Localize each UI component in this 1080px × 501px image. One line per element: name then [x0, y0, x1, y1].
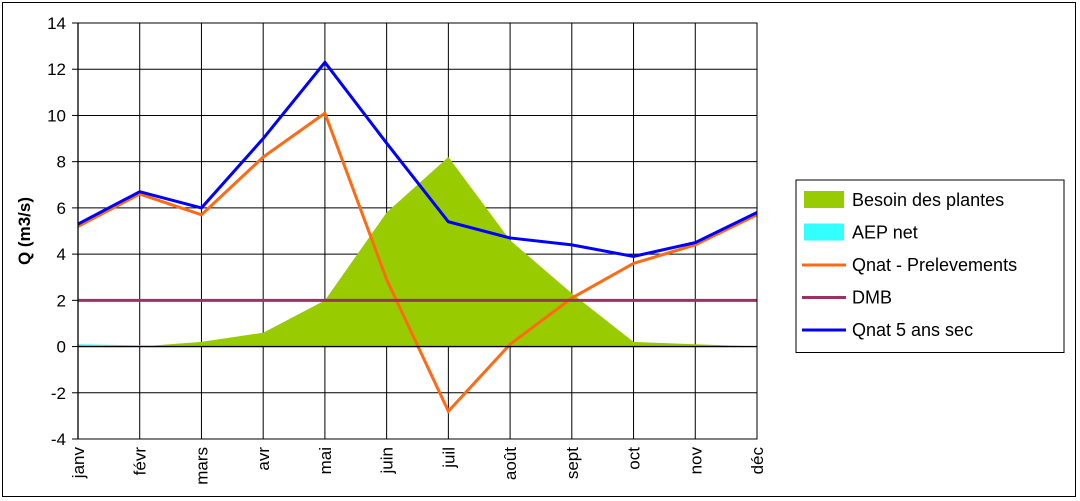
- y-tick-label: -2: [51, 384, 66, 403]
- y-tick-label: 12: [47, 60, 66, 79]
- area-besoin-des-plantes: [78, 157, 757, 347]
- x-tick-label: avr: [254, 447, 273, 471]
- y-tick-label: 0: [57, 338, 66, 357]
- x-tick-label: juil: [439, 447, 458, 469]
- x-tick-label: juin: [378, 447, 397, 474]
- legend-label-qnat-prelevements: Qnat - Prelevements: [852, 255, 1017, 275]
- y-tick-label: 10: [47, 106, 66, 125]
- y-tick-labels: -4 -2 0 2 4 6 8 10 12 14: [47, 14, 66, 449]
- legend-label-qnat-5-ans-sec: Qnat 5 ans sec: [852, 320, 973, 340]
- x-tick-label: févr: [131, 447, 150, 476]
- line-series: [77, 59, 758, 414]
- legend-swatch-besoin-des-plantes: [804, 191, 844, 208]
- x-tick-label: sept: [563, 447, 582, 479]
- x-tick-label: mars: [192, 447, 211, 485]
- x-tick-label: janv: [69, 447, 88, 480]
- legend-label-dmb: DMB: [852, 288, 892, 308]
- y-tick-label: 8: [57, 153, 66, 172]
- axes: [72, 22, 758, 440]
- x-tick-label: déc: [748, 447, 767, 475]
- x-tick-labels: janv févr mars avr mai juin juil août sept oct nov…: [69, 447, 767, 485]
- plot-border: [77, 22, 758, 440]
- y-tick-label: 2: [57, 291, 66, 310]
- legend: Besoin des plantes AEP net Qnat - Prelevem…: [795, 179, 1065, 353]
- x-tick-label: oct: [625, 447, 644, 470]
- y-tick-label: 6: [57, 199, 66, 218]
- legend-label-besoin-des-plantes: Besoin des plantes: [852, 190, 1004, 210]
- x-tick-label: mai: [316, 447, 335, 474]
- line-qnat-5-ans-sec: [77, 59, 758, 258]
- y-tick-label: 4: [57, 245, 66, 264]
- legend-swatch-aep-net: [804, 223, 844, 241]
- x-tick-label: août: [501, 447, 520, 480]
- line-qnat-prelevements: [77, 110, 758, 414]
- legend-label-aep-net: AEP net: [852, 223, 918, 243]
- x-tick-label: nov: [686, 447, 705, 475]
- y-tick-label: -4: [51, 430, 66, 449]
- y-tick-label: 14: [47, 14, 66, 33]
- y-axis-label: Q (m3/s): [15, 197, 34, 265]
